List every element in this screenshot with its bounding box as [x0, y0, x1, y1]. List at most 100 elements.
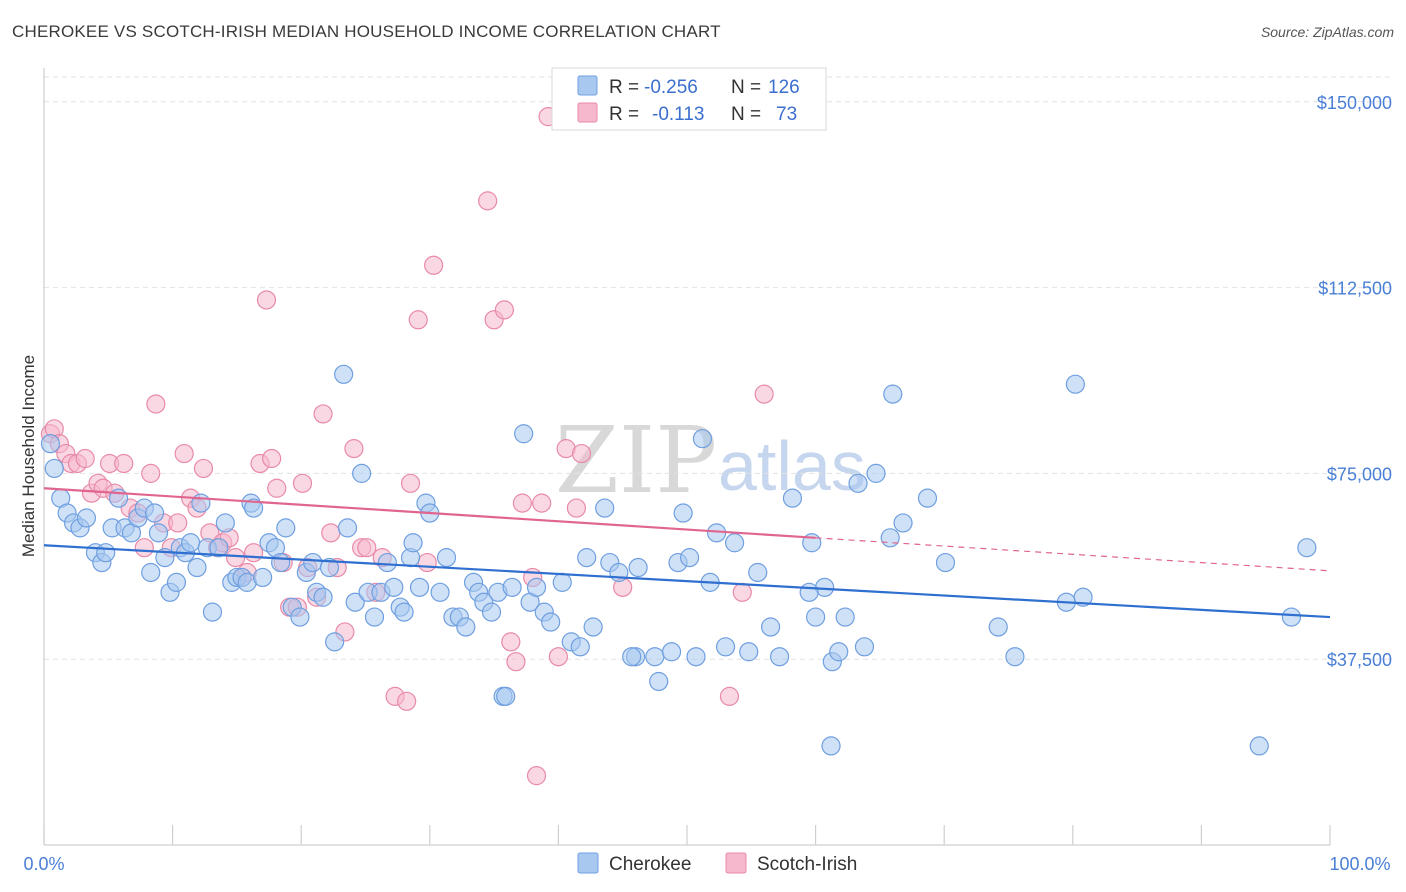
scotch-irish-point	[141, 463, 161, 483]
scotch-irish-point	[146, 394, 166, 414]
scotch-irish-point	[75, 448, 95, 469]
cherokee-point	[595, 498, 615, 518]
cherokee-point	[44, 458, 64, 479]
cherokee-point	[917, 488, 938, 508]
cherokee-point	[325, 632, 345, 652]
cherokee-point	[430, 582, 450, 602]
cherokee-point	[526, 577, 547, 597]
cherokee-point	[893, 513, 913, 533]
cherokee-points	[40, 364, 1317, 756]
bottom-legend-swatch-scotch-irish	[725, 852, 747, 874]
scotch-irish-point	[262, 448, 282, 469]
cherokee-point	[144, 503, 165, 523]
cherokee-point	[622, 647, 642, 667]
cherokee-point	[739, 642, 759, 662]
cherokee-point	[715, 637, 736, 657]
cherokee-point	[686, 647, 706, 667]
scotch-irish-point	[134, 538, 154, 558]
cherokee-point	[313, 587, 333, 607]
y-tick-labels: $37,500 $75,000 $112,500 $150,000	[1317, 93, 1392, 670]
x-tick-label-max: 100.0%	[1329, 854, 1390, 874]
scotch-irish-point	[548, 647, 569, 667]
cherokee-point	[96, 543, 116, 563]
scotch-irish-point	[397, 691, 417, 711]
cherokee-point	[645, 647, 665, 667]
cherokee-point	[514, 424, 534, 444]
cherokee-point	[271, 552, 291, 573]
cherokee-point	[799, 582, 819, 602]
cherokee-point	[409, 577, 430, 597]
scotch-irish-point	[506, 652, 526, 672]
scotch-irish-trend-line	[43, 487, 816, 539]
scotch-irish-point	[292, 473, 313, 493]
cherokee-point	[276, 518, 296, 538]
cherokee-point	[337, 518, 358, 538]
cherokee-point	[880, 528, 900, 548]
trend-lines	[43, 487, 1331, 619]
scotch-irish-point	[244, 543, 264, 563]
scotch-irish-point	[532, 493, 552, 513]
cherokee-point	[481, 602, 502, 622]
scotch-irish-point	[732, 582, 752, 602]
scotch-irish-point	[114, 453, 134, 474]
scotch-irish-point	[357, 538, 377, 558]
cherokee-point	[456, 617, 476, 637]
cherokee-point	[244, 498, 264, 518]
cherokee-point	[570, 637, 590, 657]
scotch-irish-point	[424, 255, 444, 275]
cherokee-point	[866, 463, 886, 483]
scotch-irish-point	[719, 686, 740, 706]
scotch-irish-point	[193, 458, 214, 479]
scotch-irish-point	[526, 766, 547, 786]
legend-n-value-scotch-irish: 73	[776, 104, 797, 125]
cherokee-point	[352, 463, 372, 483]
y-tick-label: $75,000	[1327, 464, 1392, 484]
cherokee-point	[782, 488, 803, 508]
cherokee-point	[141, 562, 161, 583]
cherokee-point	[661, 642, 682, 662]
cherokee-point	[805, 607, 826, 627]
scotch-irish-trend-extension	[815, 537, 1331, 572]
cherokee-point	[1065, 374, 1085, 394]
cherokee-point	[209, 538, 229, 558]
scotch-irish-point	[408, 310, 428, 330]
cherokee-point	[1297, 538, 1317, 558]
chart-title: CHEROKEE VS SCOTCH-IRISH MEDIAN HOUSEHOL…	[12, 22, 721, 41]
cherokee-point	[829, 642, 849, 662]
cherokee-point	[377, 552, 397, 573]
scotch-irish-point	[226, 548, 246, 568]
cherokee-point	[1249, 736, 1269, 756]
cherokee-point	[502, 577, 522, 597]
scotch-irish-point	[501, 632, 521, 652]
cherokee-point	[319, 557, 340, 578]
cherokee-point	[821, 736, 841, 756]
cherokee-point	[679, 548, 700, 568]
cherokee-point	[303, 552, 323, 573]
scotch-irish-point	[344, 439, 364, 459]
scotch-irish-point	[256, 290, 277, 310]
scotch-irish-point	[571, 443, 592, 464]
scotch-irish-point	[478, 191, 498, 211]
bottom-legend-label-scotch-irish: Scotch-Irish	[757, 854, 857, 875]
cherokee-point	[253, 567, 273, 588]
cherokee-point	[835, 607, 855, 627]
cherokee-point	[649, 671, 669, 692]
cherokee-point	[854, 637, 875, 657]
legend-r-label-scotch-irish: R =	[609, 104, 639, 125]
legend-r-value-scotch-irish: -0.113	[652, 104, 704, 125]
cherokee-point	[166, 572, 187, 592]
legend-n-label-cherokee: N =	[731, 77, 761, 98]
cherokee-trend-line	[43, 544, 1331, 619]
scotch-irish-point	[512, 493, 532, 513]
scotch-irish-point	[321, 523, 341, 543]
scotch-irish-point	[267, 478, 287, 498]
cherokee-point	[384, 577, 404, 597]
cherokee-point	[1073, 587, 1093, 607]
cherokee-point	[1005, 647, 1025, 667]
cherokee-point	[364, 607, 385, 627]
legend-n-value-cherokee: 126	[768, 77, 800, 98]
y-tick-label: $37,500	[1327, 650, 1392, 670]
cherokee-point	[394, 602, 414, 622]
legend-n-label-scotch-irish: N =	[731, 104, 761, 125]
